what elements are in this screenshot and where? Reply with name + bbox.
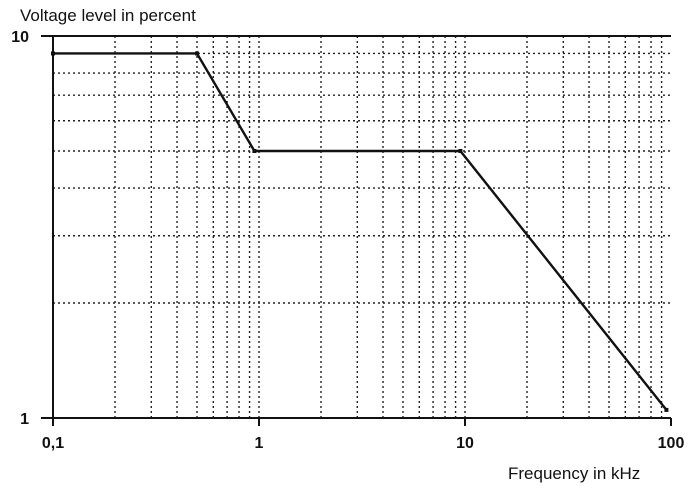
y-axis-label: Voltage level in percent — [20, 6, 196, 25]
y-tick-label: 1 — [20, 411, 29, 428]
x-tick-label: 1 — [255, 435, 264, 452]
data-point — [51, 51, 55, 56]
x-tick-label: 10 — [456, 435, 474, 452]
data-point — [664, 407, 669, 412]
x-tick-label: 0,1 — [42, 435, 64, 452]
data-point — [458, 148, 463, 153]
y-tick-label: 10 — [11, 29, 29, 46]
x-tick-label: 100 — [658, 435, 685, 452]
x-axis-label: Frequency in kHz — [508, 464, 641, 483]
data-point — [194, 51, 199, 56]
data-point — [252, 148, 257, 153]
series-line — [53, 52, 668, 411]
